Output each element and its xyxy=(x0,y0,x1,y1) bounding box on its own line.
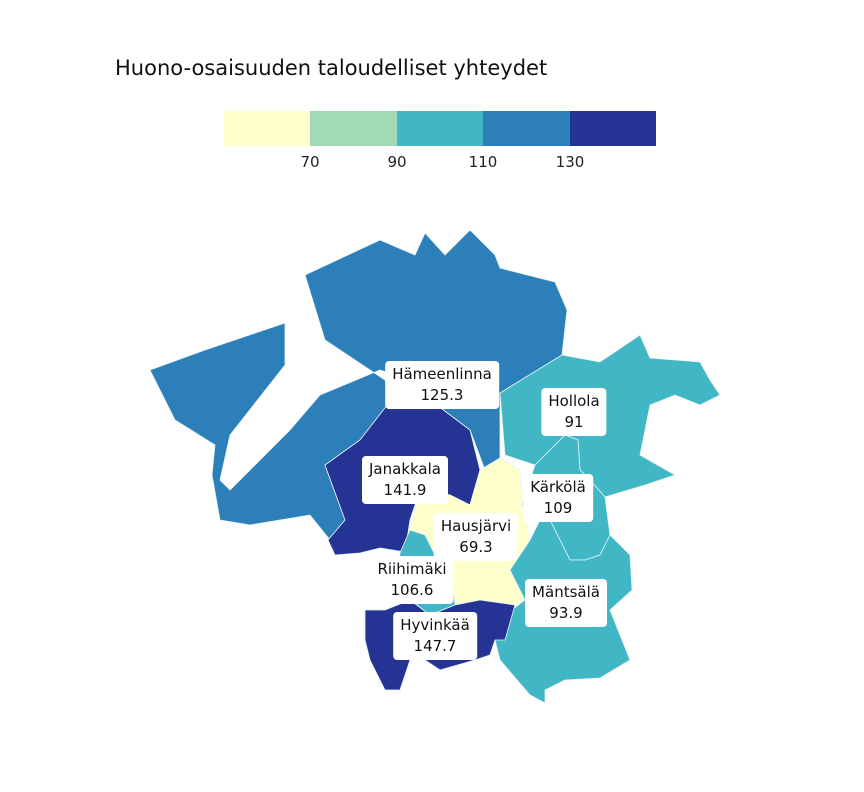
region-name: Hyvinkää xyxy=(400,616,470,634)
legend-tick: 130 xyxy=(555,153,585,171)
label-mantsala: Mäntsälä 93.9 xyxy=(525,579,607,627)
label-riihimaki: Riihimäki 106.6 xyxy=(370,556,454,604)
region-value: 106.6 xyxy=(390,581,434,599)
legend-swatch xyxy=(396,111,484,146)
label-janakkala: Janakkala 141.9 xyxy=(362,456,448,504)
region-name: Riihimäki xyxy=(377,560,447,578)
region-name: Hausjärvi xyxy=(440,517,512,535)
label-karkola: Kärkölä 109 xyxy=(523,474,593,522)
region-value: 109 xyxy=(543,499,573,517)
region-name: Hämeenlinna xyxy=(392,365,492,383)
label-hollola: Hollola 91 xyxy=(541,388,607,436)
region-value: 147.7 xyxy=(413,637,457,655)
legend-tick: 70 xyxy=(300,153,320,171)
region-value: 125.3 xyxy=(420,386,464,404)
map-title: Huono-osaisuuden taloudelliset yhteydet xyxy=(115,56,548,80)
region-value: 93.9 xyxy=(549,604,583,622)
label-hameenlinna: Hämeenlinna 125.3 xyxy=(385,361,499,409)
region-value: 141.9 xyxy=(383,481,427,499)
legend-swatch xyxy=(569,111,657,146)
label-hausjarvi: Hausjärvi 69.3 xyxy=(433,513,519,561)
color-legend xyxy=(224,111,657,146)
region-name: Janakkala xyxy=(369,460,441,478)
legend-tick: 90 xyxy=(387,153,407,171)
legend-ticks: 70 90 110 130 xyxy=(224,153,656,173)
legend-swatch xyxy=(310,111,397,146)
legend-swatch xyxy=(483,111,570,146)
region-value: 91 xyxy=(564,413,584,431)
region-name: Kärkölä xyxy=(530,478,586,496)
legend-swatch xyxy=(224,111,311,146)
region-value: 69.3 xyxy=(459,538,493,556)
legend-tick: 110 xyxy=(468,153,498,171)
region-name: Hollola xyxy=(548,392,600,410)
region-name: Mäntsälä xyxy=(532,583,600,601)
label-hyvinkaa: Hyvinkää 147.7 xyxy=(393,612,477,660)
